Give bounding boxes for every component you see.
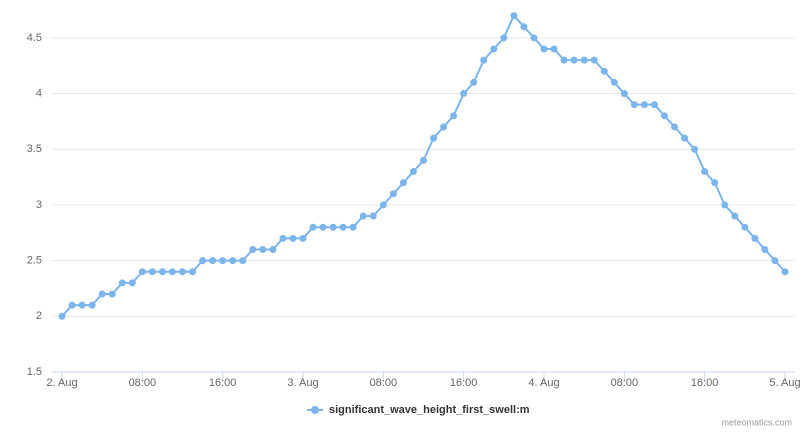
point [88, 301, 96, 309]
point [470, 78, 478, 86]
x-tick-label: 16:00 [209, 377, 237, 389]
point [580, 56, 588, 64]
point [189, 268, 197, 276]
point [610, 78, 618, 86]
x-tick-label: 08:00 [129, 377, 157, 389]
point [781, 268, 789, 276]
point [620, 90, 628, 98]
point [158, 268, 166, 276]
point [671, 123, 679, 131]
x-tick-label: 2. Aug [46, 377, 77, 389]
point [138, 268, 146, 276]
point [731, 212, 739, 220]
point [58, 312, 66, 320]
point [339, 223, 347, 231]
point [118, 279, 126, 287]
point [741, 223, 749, 231]
point [691, 145, 699, 153]
point [721, 201, 729, 209]
point [409, 168, 417, 176]
point [359, 212, 367, 220]
point [148, 268, 156, 276]
x-tick-label: 16:00 [450, 377, 478, 389]
point [751, 234, 759, 242]
point [98, 290, 106, 298]
point [299, 234, 307, 242]
point [560, 56, 568, 64]
point [600, 67, 608, 75]
point [209, 257, 217, 265]
point [430, 134, 438, 142]
point [440, 123, 448, 131]
point [480, 56, 488, 64]
point [369, 212, 377, 220]
point [650, 101, 658, 109]
x-tick-label: 08:00 [611, 377, 639, 389]
point [108, 290, 116, 298]
x-tick-label: 5. Aug [769, 377, 800, 389]
y-tick-label: 2.5 [27, 255, 42, 267]
point [771, 257, 779, 265]
credits: meteomatics.com [721, 417, 792, 427]
point [530, 34, 538, 42]
point [379, 201, 387, 209]
point [219, 257, 227, 265]
y-tick-label: 1.5 [27, 366, 42, 378]
point [460, 90, 468, 98]
point [540, 45, 548, 53]
x-tick-label: 16:00 [691, 377, 719, 389]
legend-marker [311, 406, 319, 414]
y-tick-label: 4.5 [27, 32, 42, 44]
point [349, 223, 357, 231]
point [128, 279, 136, 287]
point [520, 23, 528, 31]
point [199, 257, 207, 265]
point [239, 257, 247, 265]
point [550, 45, 558, 53]
y-tick-label: 4 [36, 87, 42, 99]
point [309, 223, 317, 231]
x-tick-label: 08:00 [370, 377, 398, 389]
point [711, 179, 719, 187]
point [68, 301, 76, 309]
point [450, 112, 458, 120]
point [319, 223, 327, 231]
point [420, 156, 427, 164]
point [490, 45, 498, 53]
legend-label: significant_wave_height_first_swell:m [329, 404, 530, 416]
point [570, 56, 578, 64]
point [259, 245, 267, 253]
point [701, 168, 709, 176]
point [761, 245, 769, 253]
x-tick-label: 3. Aug [287, 377, 318, 389]
point [510, 12, 518, 20]
point [249, 245, 257, 253]
y-tick-label: 3.5 [27, 143, 42, 155]
y-tick-label: 3 [36, 199, 42, 211]
point [389, 190, 397, 198]
point [681, 134, 689, 142]
point [640, 101, 648, 109]
point [630, 101, 638, 109]
point [289, 234, 297, 242]
point [179, 268, 186, 276]
point [661, 112, 668, 120]
point [269, 245, 277, 253]
point [168, 268, 176, 276]
point [500, 34, 508, 42]
point [399, 179, 407, 187]
y-tick-label: 2 [36, 310, 42, 322]
point [78, 301, 86, 309]
point [279, 234, 287, 242]
point [590, 56, 598, 64]
point [329, 223, 337, 231]
x-tick-label: 4. Aug [528, 377, 559, 389]
point [229, 257, 237, 265]
